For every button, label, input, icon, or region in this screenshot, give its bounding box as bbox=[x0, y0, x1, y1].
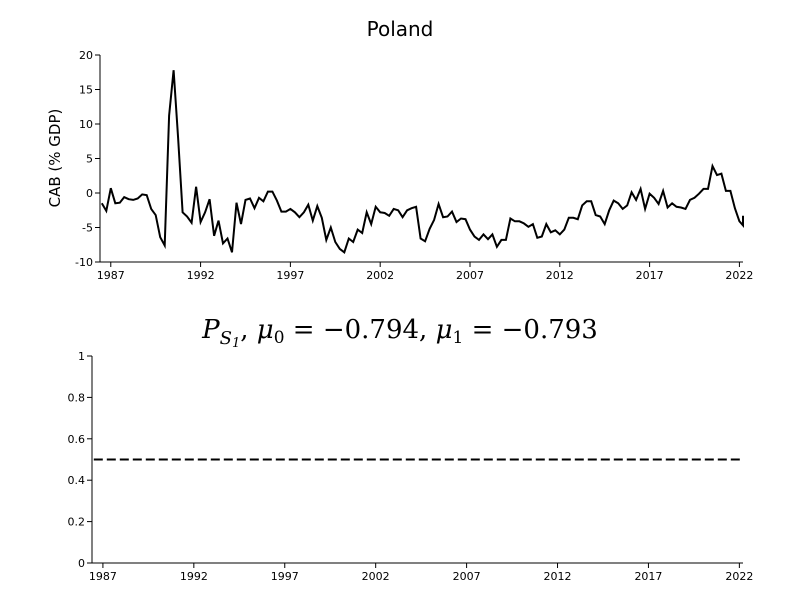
top-x-tick-label: 2002 bbox=[366, 269, 394, 282]
top-y-ticks: -10 -5 0 5 10 15 20 bbox=[75, 49, 100, 269]
top-x-ticks: 1987 1992 1997 2002 2007 2012 2017 2022 bbox=[97, 262, 753, 282]
bottom-y-ticks: 0 0.2 0.4 0.6 0.8 1 bbox=[68, 350, 92, 570]
bottom-y-tick-label: 0.8 bbox=[68, 391, 86, 404]
bottom-x-tick-label: 2017 bbox=[634, 570, 662, 583]
top-x-tick-label: 1997 bbox=[276, 269, 304, 282]
top-x-tick-label: 2017 bbox=[636, 269, 664, 282]
bottom-x-tick-label: 2022 bbox=[725, 570, 753, 583]
top-x-tick-label: 2007 bbox=[456, 269, 484, 282]
bottom-y-tick-label: 1 bbox=[78, 350, 85, 363]
top-y-tick-label: 10 bbox=[79, 118, 93, 131]
bottom-chart: PS1, μ0 = −0.794, μ1 = −0.793 0 0.2 0.4 0.6… bbox=[68, 315, 754, 583]
top-y-tick-label: -10 bbox=[75, 256, 93, 269]
bottom-x-tick-label: 2007 bbox=[453, 570, 481, 583]
bottom-x-ticks: 1987 1992 1997 2002 2007 2012 2017 2022 bbox=[89, 563, 753, 583]
bottom-chart-title: PS1, μ0 = −0.794, μ1 = −0.793 bbox=[201, 315, 598, 351]
top-x-tick-label: 2022 bbox=[725, 269, 753, 282]
bottom-y-tick-label: 0.6 bbox=[68, 433, 86, 446]
top-x-tick-label: 2012 bbox=[546, 269, 574, 282]
bottom-x-tick-label: 2002 bbox=[362, 570, 390, 583]
bottom-y-tick-label: 0 bbox=[78, 557, 85, 570]
bottom-x-tick-label: 1987 bbox=[89, 570, 117, 583]
top-x-tick-label: 1987 bbox=[97, 269, 125, 282]
top-chart: Poland CAB (% GDP) -10 -5 0 5 10 15 20 1987 199… bbox=[46, 17, 753, 282]
top-y-tick-label: 5 bbox=[86, 153, 93, 166]
bottom-y-tick-label: 0.2 bbox=[68, 516, 86, 529]
bottom-x-tick-label: 2012 bbox=[544, 570, 572, 583]
top-y-tick-label: -5 bbox=[82, 222, 93, 235]
bottom-x-tick-label: 1997 bbox=[271, 570, 299, 583]
bottom-y-tick-label: 0.4 bbox=[68, 474, 86, 487]
top-chart-ylabel: CAB (% GDP) bbox=[46, 109, 64, 208]
cab-series-line bbox=[100, 70, 744, 254]
top-y-tick-label: 0 bbox=[86, 187, 93, 200]
top-chart-title: Poland bbox=[367, 17, 434, 41]
top-y-tick-label: 15 bbox=[79, 84, 93, 97]
top-y-tick-label: 20 bbox=[79, 49, 93, 62]
bottom-x-tick-label: 1992 bbox=[180, 570, 208, 583]
top-x-tick-label: 1992 bbox=[187, 269, 215, 282]
